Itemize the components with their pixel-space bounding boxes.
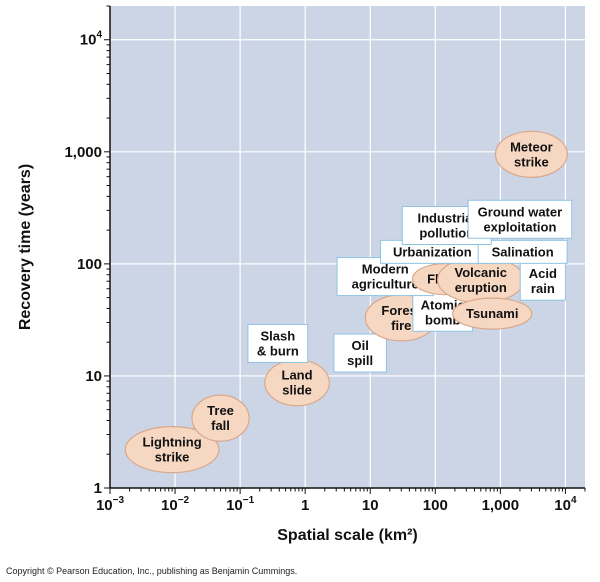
point-label: Forest fire — [381, 303, 421, 333]
x-tick-label: 104 — [554, 495, 577, 514]
point-label: Slash & burn — [257, 328, 299, 358]
point-label: Modern agriculture — [352, 262, 419, 292]
point-meteor-strike: Meteor strike — [494, 130, 568, 178]
point-label: Land slide — [282, 368, 313, 398]
point-label: Ground water exploitation — [478, 204, 563, 234]
point-lightning-strike: Lightning strike — [124, 426, 220, 474]
y-tick-label: 104 — [80, 30, 103, 49]
point-label: Acid rain — [529, 266, 557, 296]
point-slash-burn: Slash & burn — [247, 323, 309, 363]
x-tick-label: 10−2 — [161, 495, 190, 514]
point-urbanization: Urbanization — [380, 239, 485, 264]
human-disturbance-box — [247, 323, 309, 363]
x-tick-label: 10−3 — [96, 495, 125, 514]
natural-disturbance-ellipse — [191, 394, 250, 442]
human-disturbance-box — [467, 199, 573, 239]
point-label: Industrial pollution — [417, 210, 476, 240]
natural-disturbance-ellipse — [452, 297, 533, 330]
y-axis-label: Recovery time (years) — [17, 164, 34, 330]
human-disturbance-box — [519, 261, 566, 301]
axes — [109, 6, 585, 489]
x-tick-label: 1 — [301, 497, 309, 514]
x-tick-label: 100 — [423, 497, 448, 514]
point-salination: Salination — [477, 239, 568, 264]
point-label: Meteor strike — [510, 139, 553, 169]
natural-disturbance-ellipse — [124, 426, 220, 474]
point-acid-rain: Acid rain — [519, 261, 566, 301]
x-tick-label: 10−1 — [226, 495, 255, 514]
human-disturbance-box — [333, 333, 387, 373]
recovery-time-chart: 10−3 10−2 10−1 1 10 100 1,000 104 1101001,00010… — [17, 5, 586, 544]
point-label: Lightning strike — [142, 435, 201, 465]
point-label: Tree fall — [207, 403, 234, 433]
y-tick-label: 1 — [94, 480, 102, 497]
human-disturbance-box — [477, 239, 568, 264]
point-tsunami: Tsunami — [452, 297, 533, 330]
point-oil-spill: Oil spill — [333, 333, 387, 373]
natural-disturbance-ellipse — [494, 130, 568, 178]
point-label: Tsunami — [466, 306, 519, 321]
y-tick-label: 1,000 — [64, 144, 102, 161]
y-axis-ticks: 1 10 100 1,000 104 — [64, 5, 110, 497]
point-label: Salination — [492, 244, 554, 259]
x-axis-label: Spatial scale (km²) — [277, 527, 418, 544]
point-label: Atomic bomb — [421, 297, 465, 327]
y-tick-label: 100 — [77, 256, 102, 273]
x-tick-label: 10 — [362, 497, 379, 514]
point-label: Volcanic eruption — [455, 265, 508, 295]
point-land-slide: Land slide — [264, 359, 330, 407]
y-tick-label: 10 — [85, 368, 102, 385]
point-label: Urbanization — [393, 244, 472, 259]
copyright-notice: Copyright © Pearson Education, Inc., pub… — [6, 566, 298, 576]
point-ground-water-exploitation: Ground water exploitation — [467, 199, 573, 239]
x-tick-label: 1,000 — [482, 497, 520, 514]
point-tree-fall: Tree fall — [191, 394, 250, 442]
x-axis-ticks: 10−3 10−2 10−1 1 10 100 1,000 104 — [96, 488, 586, 514]
point-label: Oil spill — [347, 338, 373, 368]
